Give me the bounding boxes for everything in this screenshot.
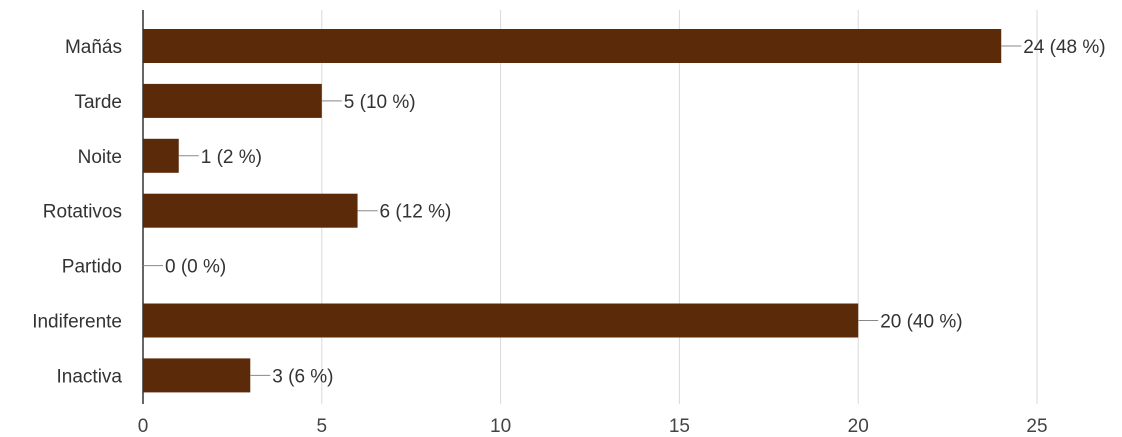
data-label: 0 (0 %) [165,257,226,278]
data-labels: 24 (48 %) 5 (10 %) 1 (2 %) 6 (12 %) 0 (0 %) 2… [143,37,1106,387]
category-label: Partido [62,257,122,278]
bar [143,303,859,338]
gridlines [321,10,1038,404]
data-label: 3 (6 %) [272,366,333,387]
x-tick-label: 10 [490,416,511,437]
bar [143,83,322,118]
x-tick-label: 20 [848,416,869,437]
category-label: Rotativos [43,202,122,223]
data-label: 20 (40 %) [880,312,962,333]
x-tick-labels: 0 5 10 15 20 25 [138,416,1048,437]
category-label: Mañás [65,37,122,58]
bar [143,193,358,228]
data-label: 1 (2 %) [201,147,262,168]
data-label: 6 (12 %) [380,202,452,223]
category-label: Tarde [74,92,122,113]
category-label: Inactiva [57,366,123,387]
data-label: 24 (48 %) [1023,37,1105,58]
x-tick-label: 0 [138,416,149,437]
x-tick-label: 5 [317,416,328,437]
data-label: 5 (10 %) [344,92,416,113]
x-tick-label: 15 [669,416,690,437]
bar [143,138,179,173]
bars [143,29,1002,393]
category-labels: Mañás Tarde Noite Rotativos Partido Indiferen… [32,37,122,387]
category-label: Indiferente [32,312,122,333]
x-tick-label: 25 [1026,416,1047,437]
bar [143,358,251,393]
bar [143,29,1002,63]
category-label: Noite [78,147,122,168]
